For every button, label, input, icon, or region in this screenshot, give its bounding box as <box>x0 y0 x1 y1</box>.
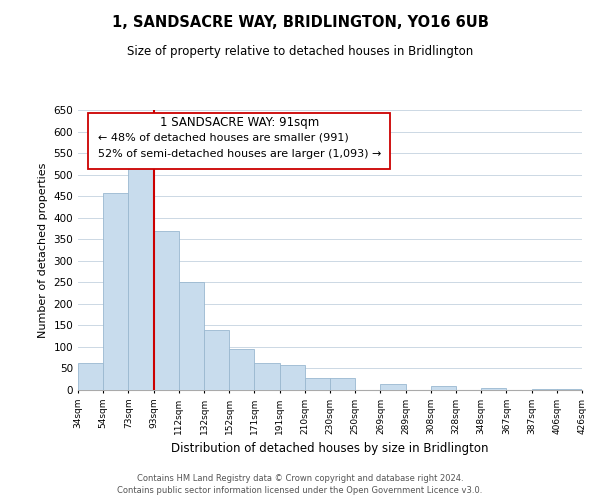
Bar <box>254 364 280 390</box>
Bar <box>330 378 355 390</box>
Bar <box>532 388 557 390</box>
Bar <box>280 365 305 390</box>
Bar <box>557 389 582 390</box>
Y-axis label: Number of detached properties: Number of detached properties <box>38 162 48 338</box>
Bar <box>78 363 103 390</box>
Bar <box>103 193 128 390</box>
Bar <box>229 349 254 390</box>
Text: Size of property relative to detached houses in Bridlington: Size of property relative to detached ho… <box>127 45 473 58</box>
X-axis label: Distribution of detached houses by size in Bridlington: Distribution of detached houses by size … <box>171 442 489 456</box>
Text: 52% of semi-detached houses are larger (1,093) →: 52% of semi-detached houses are larger (… <box>98 149 382 159</box>
Text: 1, SANDSACRE WAY, BRIDLINGTON, YO16 6UB: 1, SANDSACRE WAY, BRIDLINGTON, YO16 6UB <box>112 15 488 30</box>
FancyBboxPatch shape <box>88 113 391 169</box>
Bar <box>380 384 406 390</box>
Text: Contains HM Land Registry data © Crown copyright and database right 2024.
Contai: Contains HM Land Registry data © Crown c… <box>118 474 482 495</box>
Bar <box>154 230 179 390</box>
Bar <box>431 386 456 390</box>
Bar <box>305 378 330 390</box>
Bar <box>481 388 506 390</box>
Bar <box>128 166 154 390</box>
Bar <box>179 282 204 390</box>
Text: ← 48% of detached houses are smaller (991): ← 48% of detached houses are smaller (99… <box>98 132 349 142</box>
Bar <box>204 330 229 390</box>
Text: 1 SANDSACRE WAY: 91sqm: 1 SANDSACRE WAY: 91sqm <box>160 116 319 128</box>
